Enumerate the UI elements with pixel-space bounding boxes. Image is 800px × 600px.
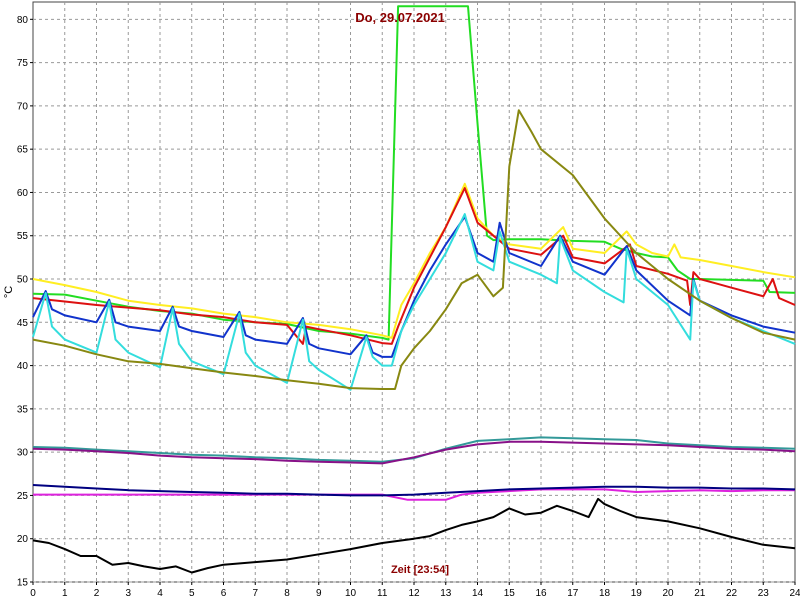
series-line-4 [32,215,796,358]
x-tick-labels: 0 1 2 3 4 5 6 7 8 9 10 11 12 13 14 15 16 17 18 19 20 21 22 23 24 [30,582,800,599]
y-tick-label: 75 [17,58,29,69]
x-tick-label: 1 [62,588,68,599]
x-tick-label: 23 [758,588,770,599]
y-tick-label: 35 [17,404,29,415]
chart-title: Do, 29.07.2021 [355,10,445,25]
x-tick-label: 11 [377,588,388,599]
x-tick-label: 17 [567,588,579,599]
x-tick-label: 12 [408,588,420,599]
x-tick-label: 3 [125,588,131,599]
x-tick-label: 18 [599,588,611,599]
x-axis-label: Zeit [23:54] [391,564,449,576]
x-tick-label: 14 [472,588,484,599]
y-tick-label: 45 [17,318,29,329]
series-line-11 [32,497,796,574]
x-tick-label: 9 [316,588,322,599]
y-tick-label: 80 [17,15,29,26]
chart-series [32,5,796,574]
x-tick-label: 5 [189,588,195,599]
y-tick-label: 55 [17,231,29,242]
x-tick-label: 8 [284,588,290,599]
x-tick-label: 7 [252,588,258,599]
x-tick-label: 6 [221,588,227,599]
y-tick-label: 30 [17,448,29,459]
y-tick-label: 50 [17,275,29,286]
x-tick-label: 13 [440,588,452,599]
y-tick-label: 65 [17,145,29,156]
x-tick-label: 22 [726,588,738,599]
x-tick-label: 0 [30,588,36,599]
y-tick-label: 15 [17,578,29,589]
y-tick-label: 25 [17,491,29,502]
y-tick-labels: 15 20 25 30 35 40 45 50 55 60 65 70 75 80 [17,15,33,589]
x-tick-label: 10 [345,588,357,599]
x-tick-label: 21 [694,588,706,599]
series-line-6 [32,109,796,390]
series-line-8 [32,440,796,465]
x-tick-label: 15 [504,588,516,599]
series-line-10 [32,484,796,497]
y-tick-label: 70 [17,101,29,112]
x-tick-label: 2 [94,588,100,599]
y-tick-label: 20 [17,534,29,545]
series-line-9 [33,488,795,501]
series-line-2 [32,182,796,339]
x-tick-label: 19 [631,588,643,599]
x-tick-label: 4 [157,588,163,599]
y-tick-label: 60 [17,188,29,199]
series-line-5 [32,213,796,391]
y-tick-label: 40 [17,361,29,372]
x-tick-label: 20 [662,588,674,599]
x-tick-label: 16 [535,588,547,599]
x-tick-label: 24 [789,588,800,599]
y-axis-label: °C [3,286,15,298]
chart-grid [33,2,795,583]
